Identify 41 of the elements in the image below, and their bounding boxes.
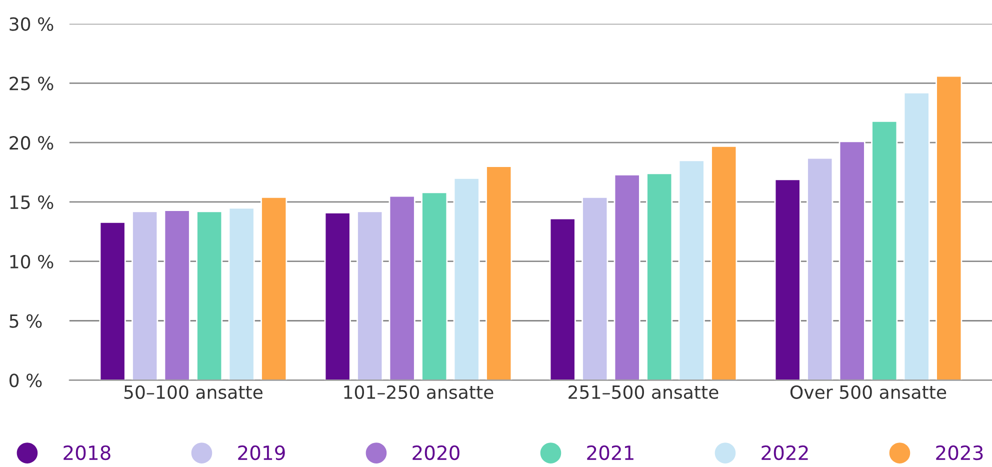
- legend-label: 2019: [238, 445, 285, 460]
- bar: [806, 157, 834, 380]
- bar: [614, 174, 640, 380]
- bar: [196, 210, 223, 380]
- bar: [324, 212, 351, 380]
- legend-label: 2022: [762, 445, 808, 460]
- bar: [164, 210, 190, 380]
- legend-label: 2021: [587, 445, 634, 460]
- bar: [710, 145, 738, 380]
- bar: [228, 207, 255, 380]
- bar: [903, 92, 930, 380]
- bar: [549, 218, 576, 380]
- bar: [486, 166, 512, 380]
- x-tick-label: 251–500 ansatte: [568, 385, 718, 399]
- bar: [871, 120, 898, 380]
- y-tick-label: 30 %: [10, 17, 54, 31]
- bar: [838, 140, 866, 380]
- bar: [582, 196, 608, 380]
- bar: [453, 178, 480, 380]
- legend-label: 2023: [936, 445, 983, 460]
- bar: [132, 210, 158, 380]
- bar: [421, 192, 448, 380]
- x-tick-label: 101–250 ansatte: [344, 385, 494, 399]
- x-tick-label: 50–100 ansatte: [124, 385, 262, 399]
- bar: [678, 160, 705, 380]
- bar: [646, 172, 673, 380]
- bar: [936, 75, 962, 380]
- y-tick-label: 0 %: [10, 374, 42, 388]
- bar: [388, 195, 416, 380]
- bar: [774, 178, 801, 380]
- legend-label: 2020: [412, 445, 460, 460]
- y-tick-label: 25 %: [10, 76, 54, 90]
- bar: [99, 221, 126, 380]
- y-tick-label: 20 %: [10, 136, 54, 150]
- y-tick-label: 10 %: [10, 254, 54, 268]
- x-tick-label: Over 500 ansatte: [790, 385, 946, 399]
- y-tick-label: 5 %: [10, 314, 42, 328]
- bar: [356, 210, 384, 380]
- bar: [260, 196, 288, 380]
- legend-label: 2018: [64, 445, 110, 460]
- y-tick-label: 15 %: [10, 195, 54, 210]
